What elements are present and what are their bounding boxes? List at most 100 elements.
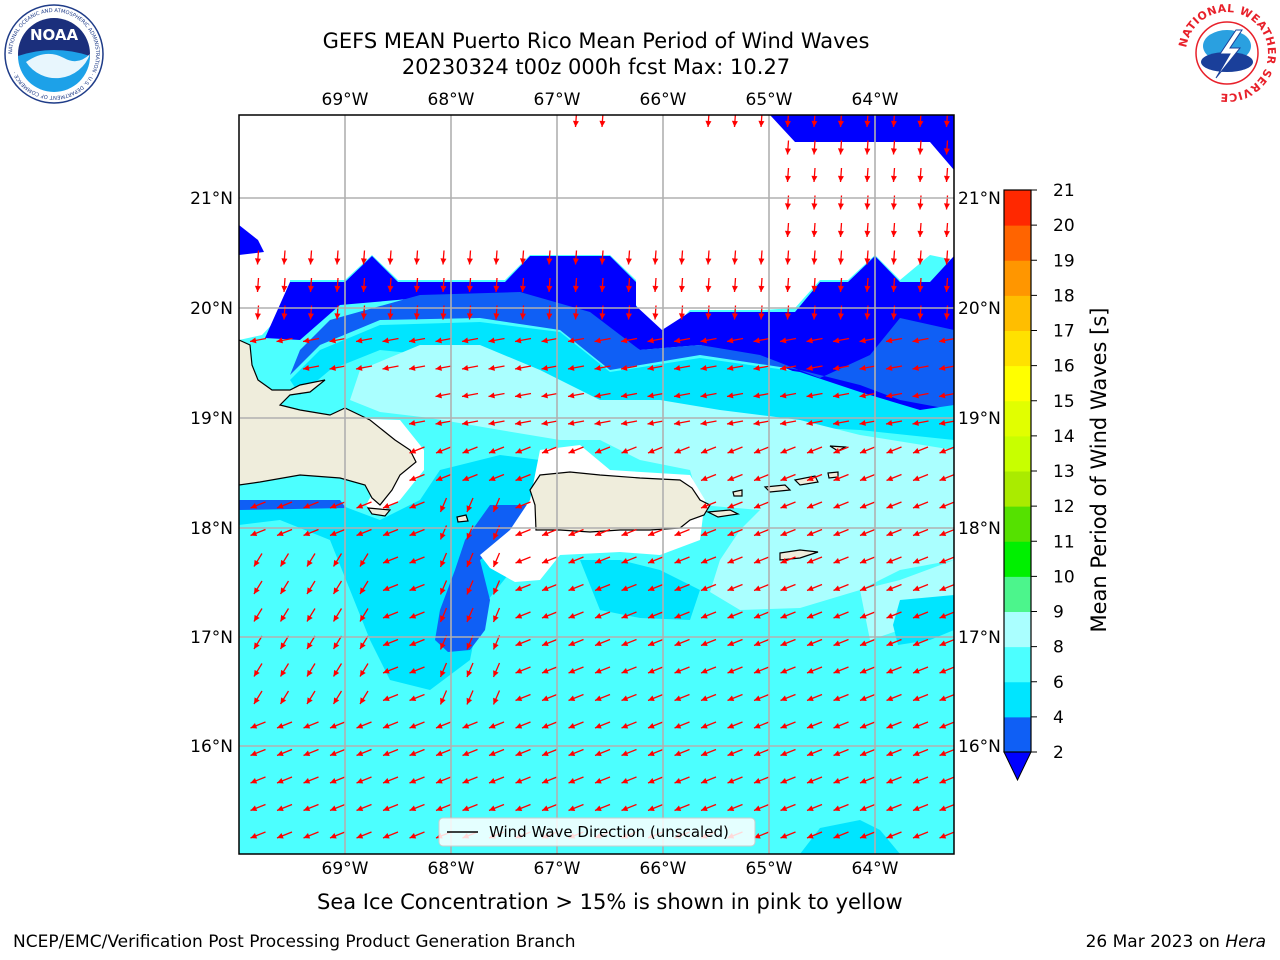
wind-wave-arrow-head (303, 530, 311, 537)
wind-wave-arrow-head (356, 364, 363, 371)
wind-wave-arrow-head (595, 640, 602, 647)
wind-wave-arrow-head (833, 585, 841, 592)
wind-wave-arrow-head (383, 695, 390, 702)
wind-wave-arrow-head (409, 695, 417, 702)
wind-wave-arrow-head (912, 364, 919, 371)
wind-wave-arrow-head (515, 337, 522, 344)
wind-wave-arrow-head (621, 750, 629, 757)
colorbar-swatch (1004, 716, 1031, 753)
wind-wave-arrow-head (705, 120, 712, 127)
lat-label-left: 20°N (190, 299, 233, 319)
wind-wave-arrow-head (250, 530, 258, 537)
wind-wave-arrow-head (806, 337, 813, 344)
wind-wave-arrow-head (493, 532, 499, 540)
wind-wave-arrow-head (943, 313, 950, 320)
wind-wave-arrow-head (621, 777, 629, 784)
wind-wave-arrow-head (860, 777, 867, 784)
wind-wave-arrow-head (488, 392, 495, 399)
wind-wave-arrow-head (356, 502, 364, 509)
wind-wave-arrow-head (886, 392, 893, 399)
wind-wave-arrow-head (807, 640, 814, 647)
colorbar-swatch (1004, 260, 1031, 296)
wind-wave-arrow-head (886, 832, 894, 839)
wind-wave-arrow-head (334, 313, 341, 320)
wind-wave-arrow-head (440, 697, 446, 705)
wind-wave-arrow-head (727, 805, 735, 812)
footer-credit: NCEP/EMC/Verification Post Processing Pr… (13, 932, 576, 952)
wind-wave-arrow-head (542, 557, 549, 564)
wind-wave-arrow-head (864, 203, 871, 210)
wind-wave-arrow-head (568, 585, 576, 592)
noaa-logo-text: NOAA (30, 26, 79, 44)
wind-wave-arrow-head (886, 502, 894, 509)
wind-wave-arrow-head (674, 667, 682, 674)
wind-wave-arrow-head (780, 364, 787, 371)
wind-wave-arrow-head (334, 258, 341, 265)
wind-wave-arrow-head (780, 502, 788, 509)
wind-wave-arrow-head (277, 750, 284, 757)
wind-wave-arrow-head (568, 392, 575, 399)
wind-wave-arrow-head (515, 777, 523, 784)
footer-date: 26 Mar 2023 on Hera (1086, 932, 1266, 952)
wind-wave-arrow-head (435, 337, 442, 344)
wind-wave-arrow-head (780, 475, 788, 482)
wind-wave-arrow-head (625, 285, 632, 292)
wind-wave-arrow-head (674, 419, 681, 426)
wind-wave-arrow-head (409, 722, 417, 729)
wind-wave-arrow-head (277, 502, 284, 509)
band-below-2s-ne (770, 115, 954, 170)
lon-label-top: 65°W (746, 90, 793, 110)
wind-wave-arrow-head (383, 777, 390, 784)
lon-label-top: 67°W (534, 90, 581, 110)
wind-wave-arrow-head (466, 670, 473, 677)
wind-wave-arrow-head (860, 530, 867, 537)
wind-wave-arrow-head (674, 530, 682, 537)
wind-wave-arrow-head (648, 667, 655, 674)
wind-wave-arrow-head (780, 750, 788, 757)
wind-wave-arrow-head (647, 419, 654, 426)
wind-wave-arrow-head (568, 447, 576, 454)
wind-wave-arrow-head (277, 722, 284, 729)
wind-wave-arrow-head (436, 722, 443, 729)
wind-wave-arrow-head (493, 642, 499, 650)
wind-wave-arrow-head (700, 392, 707, 399)
wind-wave-arrow-head (281, 313, 288, 320)
colorbar-tick-label: 11 (1053, 532, 1075, 552)
wind-wave-arrow-head (307, 285, 314, 292)
wind-wave-arrow-head (356, 722, 364, 729)
wind-wave-arrow-head (913, 612, 920, 619)
wind-wave-arrow-head (493, 505, 499, 512)
map-frame (238, 114, 955, 855)
wind-wave-arrow-head (383, 640, 390, 647)
wind-wave-arrow-head (276, 337, 283, 344)
wind-wave-arrow-head (780, 392, 787, 399)
wind-wave-arrow-head (811, 148, 818, 155)
colorbar: 2 4 6 8 9 10 11 12 13 14 15 16 17 18 19 20 21 (1003, 181, 1075, 782)
wind-wave-arrow-head (860, 585, 867, 592)
wind-wave-arrow-head (303, 832, 311, 839)
wind-wave-arrow-head (837, 285, 844, 292)
wind-wave-arrow-head (807, 750, 814, 757)
wind-wave-arrow-head (594, 364, 601, 371)
wind-wave-arrow-head (277, 805, 284, 812)
wind-wave-arrow-head (621, 392, 628, 399)
wind-wave-arrow-head (784, 203, 791, 210)
wind-wave-arrow-head (568, 557, 576, 564)
colorbar-swatch (1004, 295, 1031, 331)
wind-wave-arrow-head (939, 722, 947, 729)
wind-wave-arrow-head (360, 313, 367, 320)
wind-wave-arrow-head (440, 642, 446, 650)
lon-label-bottom: 67°W (534, 859, 581, 879)
wind-wave-arrow-head (701, 530, 708, 537)
wind-wave-arrow-head (758, 120, 765, 127)
wind-wave-arrow-head (886, 722, 894, 729)
wind-wave-arrow-head (333, 559, 340, 567)
wind-wave-arrow-head (754, 777, 761, 784)
wind-wave-arrow-head (807, 502, 814, 509)
wind-wave-arrow-head (754, 640, 761, 647)
wind-wave-arrow-head (939, 392, 946, 399)
wind-wave-arrow-head (674, 585, 682, 592)
wind-wave-arrow-head (939, 337, 946, 344)
wind-wave-arrow-head (701, 585, 708, 592)
wind-wave-arrow-head (780, 337, 787, 344)
